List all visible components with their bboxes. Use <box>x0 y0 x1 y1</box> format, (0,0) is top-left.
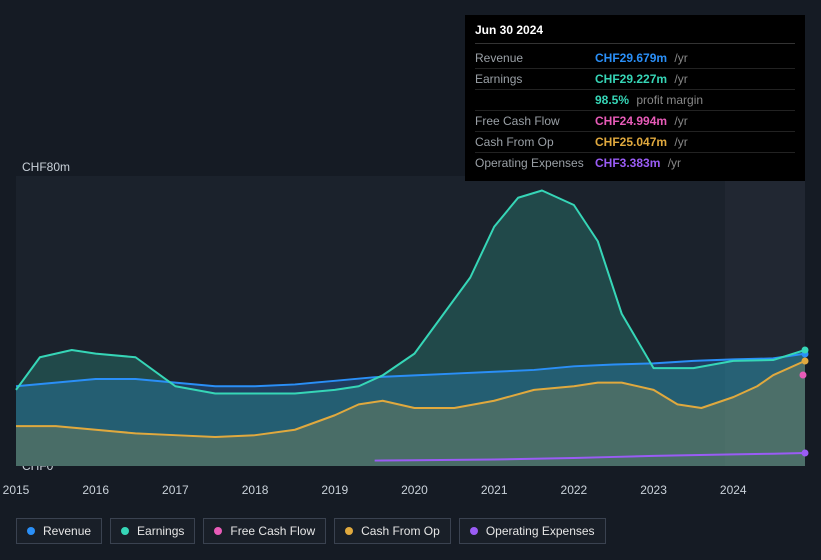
tooltip-row-value: CHF24.994m /yr <box>595 112 688 130</box>
legend-item-free-cash-flow[interactable]: Free Cash Flow <box>203 518 326 544</box>
tooltip: Jun 30 2024 RevenueCHF29.679m /yrEarning… <box>465 15 805 181</box>
tooltip-row-value: CHF25.047m /yr <box>595 133 688 151</box>
chart-svg <box>16 176 805 466</box>
tooltip-row-label <box>475 91 595 109</box>
legend-swatch <box>121 527 129 535</box>
legend-item-cash-from-op[interactable]: Cash From Op <box>334 518 451 544</box>
legend-label: Earnings <box>137 524 184 538</box>
tooltip-row-label: Revenue <box>475 49 595 67</box>
tooltip-row: 98.5% profit margin <box>475 90 795 111</box>
tooltip-row: RevenueCHF29.679m /yr <box>475 48 795 69</box>
tooltip-row: Free Cash FlowCHF24.994m /yr <box>475 111 795 132</box>
x-axis-tick: 2016 <box>82 483 109 497</box>
y-axis-label-top: CHF80m <box>22 160 70 174</box>
tooltip-row-value: CHF29.227m /yr <box>595 70 688 88</box>
legend-label: Revenue <box>43 524 91 538</box>
legend-swatch <box>345 527 353 535</box>
tooltip-row-label: Free Cash Flow <box>475 112 595 130</box>
series-end-marker <box>800 372 807 379</box>
x-axis-tick: 2023 <box>640 483 667 497</box>
tooltip-row: Cash From OpCHF25.047m /yr <box>475 132 795 153</box>
legend-item-operating-expenses[interactable]: Operating Expenses <box>459 518 606 544</box>
x-axis-tick: 2015 <box>3 483 30 497</box>
series-end-marker <box>802 449 809 456</box>
x-axis-tick: 2022 <box>561 483 588 497</box>
legend-label: Operating Expenses <box>486 524 595 538</box>
tooltip-row-label: Cash From Op <box>475 133 595 151</box>
x-axis-tick: 2017 <box>162 483 189 497</box>
legend: Revenue Earnings Free Cash Flow Cash From O… <box>16 518 606 544</box>
legend-label: Free Cash Flow <box>230 524 315 538</box>
series-end-marker <box>802 357 809 364</box>
tooltip-row-label: Earnings <box>475 70 595 88</box>
x-axis: 2015201620172018201920202021202220232024 <box>16 483 805 503</box>
legend-item-earnings[interactable]: Earnings <box>110 518 195 544</box>
series-end-marker <box>802 347 809 354</box>
tooltip-row: Operating ExpensesCHF3.383m /yr <box>475 153 795 173</box>
x-axis-tick: 2024 <box>720 483 747 497</box>
tooltip-row-label: Operating Expenses <box>475 154 595 172</box>
legend-item-revenue[interactable]: Revenue <box>16 518 102 544</box>
legend-swatch <box>214 527 222 535</box>
legend-swatch <box>470 527 478 535</box>
x-axis-tick: 2019 <box>321 483 348 497</box>
x-axis-tick: 2020 <box>401 483 428 497</box>
tooltip-row-value: CHF3.383m /yr <box>595 154 681 172</box>
x-axis-tick: 2021 <box>481 483 508 497</box>
tooltip-row-value: 98.5% profit margin <box>595 91 703 109</box>
tooltip-date: Jun 30 2024 <box>475 23 795 44</box>
legend-label: Cash From Op <box>361 524 440 538</box>
legend-swatch <box>27 527 35 535</box>
tooltip-row-value: CHF29.679m /yr <box>595 49 688 67</box>
x-axis-tick: 2018 <box>242 483 269 497</box>
tooltip-row: EarningsCHF29.227m /yr <box>475 69 795 90</box>
chart-plot-area[interactable] <box>16 176 805 466</box>
